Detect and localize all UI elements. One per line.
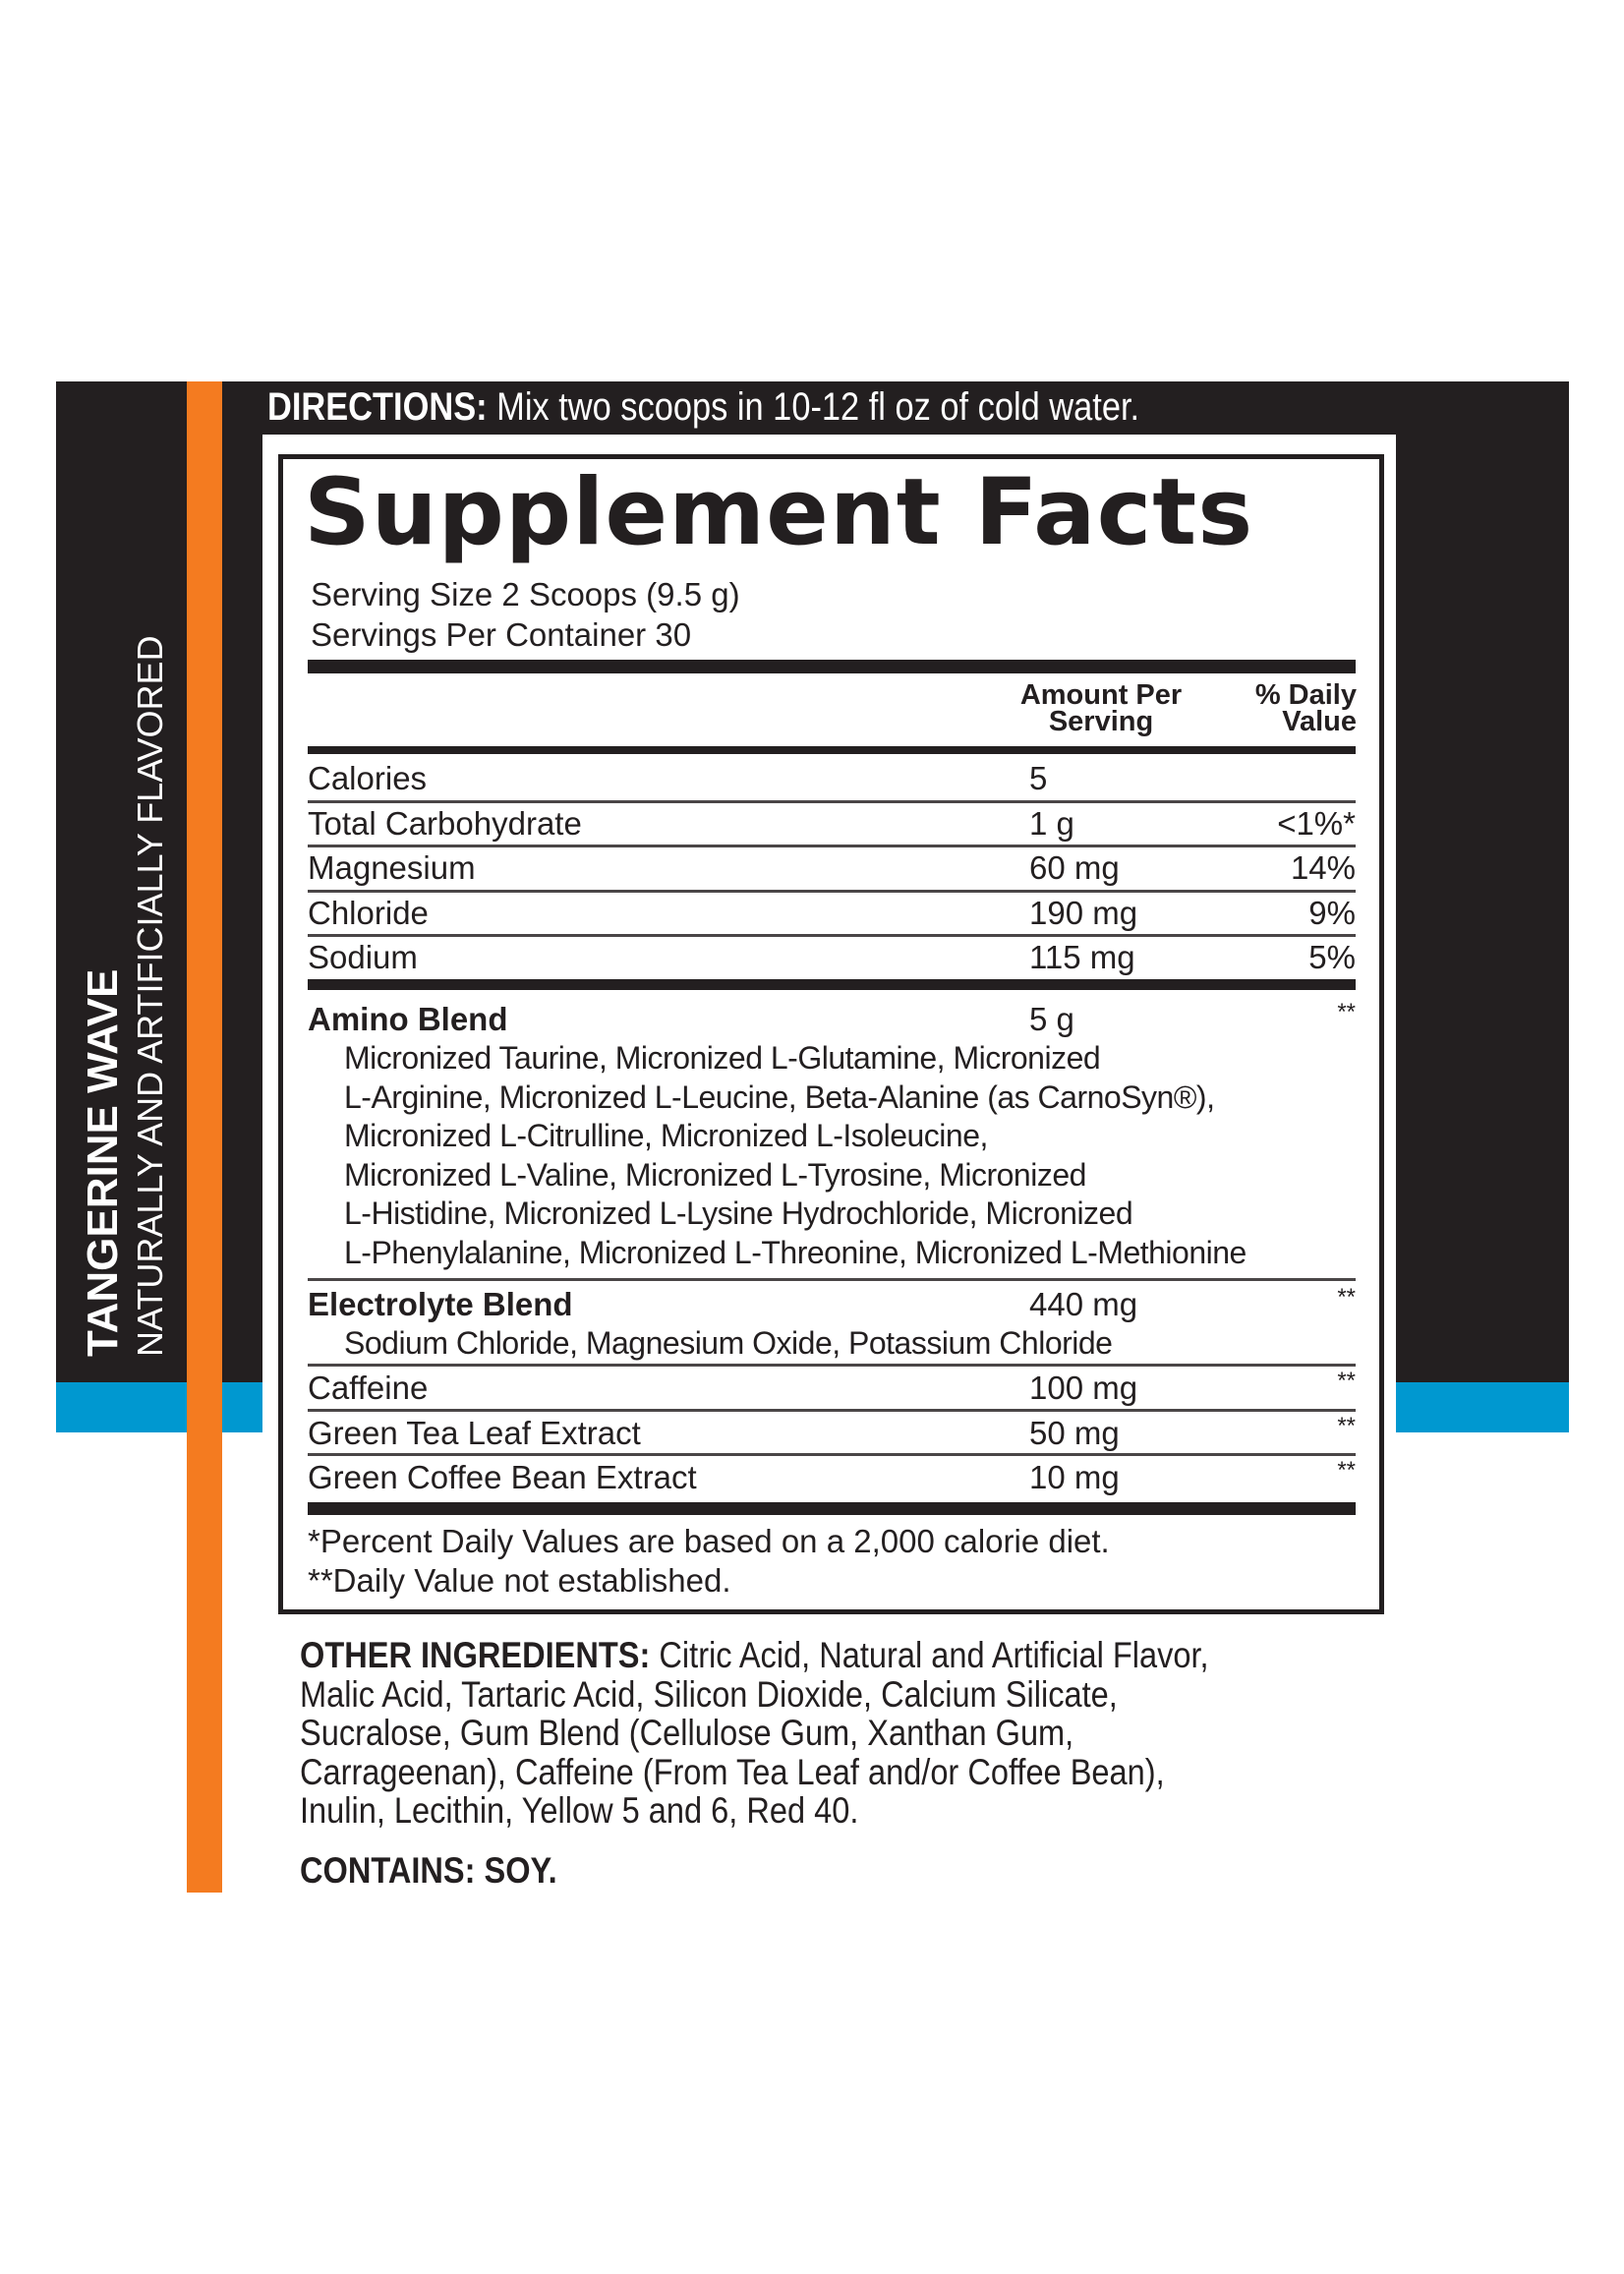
other-ingredients-line: Malic Acid, Tartaric Acid, Silicon Dioxi… (300, 1673, 1209, 1715)
other-ingredients-line: Inulin, Lecithin, Yellow 5 and 6, Red 40… (300, 1791, 1209, 1831)
white-panel (262, 435, 1396, 2274)
nutrient-amount: 60 mg (1029, 849, 1120, 886)
nutrient-dv: ** (1337, 1284, 1356, 1311)
footnote-not-established: **Daily Value not established. (308, 1562, 731, 1599)
divider-thin (308, 889, 1356, 893)
divider-thin (308, 934, 1356, 937)
amount-header-1: Amount Per (1019, 679, 1183, 711)
nutrient-row: Magnesium 60 mg 14% (308, 846, 1356, 890)
divider-thin (308, 1278, 1356, 1281)
blue-stripe-right (1396, 1382, 1569, 1432)
contains-allergen: CONTAINS: SOY. (300, 1850, 557, 1891)
divider-thin (308, 1453, 1356, 1456)
dv-header-1: % Daily (1254, 679, 1357, 711)
divider-thin (308, 845, 1356, 847)
nutrient-amount: 1 g (1029, 804, 1074, 842)
other-ingredients-line: Sucralose, Gum Blend (Cellulose Gum, Xan… (300, 1714, 1209, 1753)
dv-header: % Daily Value (1229, 679, 1357, 737)
nutrient-amount: 190 mg (1029, 894, 1138, 931)
nutrient-name: Amino Blend (308, 1001, 508, 1037)
electrolyte-ingredients: Sodium Chloride, Magnesium Oxide, Potass… (344, 1325, 1113, 1361)
footnote-dv: *Percent Daily Values are based on a 2,0… (308, 1523, 1110, 1559)
amino-ingredient-line: Micronized L-Citrulline, Micronized L-Is… (344, 1118, 988, 1153)
nutrient-dv: ** (1337, 1368, 1356, 1394)
nutrient-name: Caffeine (308, 1370, 429, 1406)
other-ingredients-text: Malic Acid, Tartaric Acid, Silicon Dioxi… (300, 1673, 1118, 1715)
nutrient-amount: 10 mg (1029, 1459, 1120, 1495)
directions: DIRECTIONS: Mix two scoops in 10-12 fl o… (267, 383, 1139, 431)
nutrient-dv: ** (1337, 999, 1356, 1025)
facts-box (278, 454, 1384, 1614)
servings-per-container: Servings Per Container 30 (311, 616, 692, 653)
orange-stripe (187, 381, 222, 1893)
nutrient-amount: 5 (1029, 760, 1048, 796)
nutrient-row: Caffeine 100 mg ** (308, 1367, 1356, 1410)
nutrient-row: Chloride 190 mg 9% (308, 892, 1356, 935)
nutrient-dv: 5% (1308, 939, 1356, 975)
serving-size: Serving Size 2 Scoops (9.5 g) (311, 576, 740, 612)
directions-text: Mix two scoops in 10-12 fl oz of cold wa… (487, 385, 1140, 429)
nutrient-row: Green Tea Leaf Extract 50 mg ** (308, 1412, 1356, 1455)
amino-ingredient-line: Micronized L-Valine, Micronized L-Tyrosi… (344, 1156, 1086, 1193)
nutrient-dv: 9% (1308, 894, 1356, 931)
nutrient-row: Sodium 115 mg 5% (308, 936, 1356, 979)
nutrient-name: Green Coffee Bean Extract (308, 1459, 697, 1495)
nutrient-row: Total Carbohydrate 1 g <1%* (308, 802, 1356, 845)
amino-ingredient-line: L-Phenylalanine, Micronized L-Threonine,… (344, 1234, 1247, 1270)
nutrient-name: Total Carbohydrate (308, 804, 582, 842)
divider-medium (308, 746, 1356, 754)
nutrient-amount: 100 mg (1029, 1370, 1138, 1406)
amount-header-2: Serving (1048, 706, 1154, 737)
nutrient-dv: ** (1337, 1457, 1356, 1484)
directions-label: DIRECTIONS: (267, 385, 488, 429)
nutrient-name: Sodium (308, 939, 418, 975)
other-ingredients-text: Citric Acid, Natural and Artificial Flav… (650, 1635, 1209, 1675)
nutrient-amount: 115 mg (1029, 939, 1135, 975)
divider-thick (308, 660, 1356, 673)
nutrient-name: Electrolyte Blend (308, 1286, 573, 1322)
other-ingredients-line: Carrageenan), Caffeine (From Tea Leaf an… (300, 1751, 1209, 1792)
divider-thick (308, 979, 1356, 990)
amino-blend-row: Amino Blend 5 g ** (308, 998, 1356, 1041)
facts-title: Supplement Facts (304, 459, 1254, 566)
nutrient-name: Chloride (308, 894, 429, 931)
nutrient-name: Green Tea Leaf Extract (308, 1414, 641, 1451)
nutrient-amount: 440 mg (1029, 1286, 1138, 1322)
flavor-note: NATURALLY AND ARTIFICIALLY FLAVORED (130, 635, 170, 1357)
flavor-name: TANGERINE WAVE (79, 968, 127, 1357)
other-ingredients-text: Sucralose, Gum Blend (Cellulose Gum, Xan… (300, 1713, 1074, 1753)
other-ingredients-label: OTHER INGREDIENTS: (300, 1635, 651, 1675)
nutrient-row: Green Coffee Bean Extract 10 mg ** (308, 1456, 1356, 1499)
amino-ingredient-line: L-Histidine, Micronized L-Lysine Hydroch… (344, 1195, 1133, 1231)
nutrient-dv: ** (1337, 1412, 1356, 1439)
divider-thin (308, 799, 1356, 803)
amount-header: Amount Per Serving (993, 679, 1209, 737)
nutrient-dv: 14% (1290, 849, 1356, 886)
amino-ingredient-line: L-Arginine, Micronized L-Leucine, Beta-A… (344, 1079, 1215, 1115)
blue-stripe-left (56, 1382, 262, 1432)
divider-thin (308, 1408, 1356, 1412)
divider-thin (308, 1364, 1356, 1367)
other-ingredients-text: Inulin, Lecithin, Yellow 5 and 6, Red 40… (300, 1790, 859, 1831)
nutrient-amount: 5 g (1029, 1001, 1074, 1037)
dv-header-2: Value (1282, 706, 1357, 737)
nutrient-name: Calories (308, 760, 428, 796)
other-ingredients: OTHER INGREDIENTS: Citric Acid, Natural … (300, 1636, 1209, 1831)
divider-thick (308, 1502, 1356, 1515)
electrolyte-blend-row: Electrolyte Blend 440 mg ** (308, 1283, 1356, 1326)
nutrient-row: Calories 5 (308, 757, 1356, 800)
amino-ingredient-line: Micronized Taurine, Micronized L-Glutami… (344, 1040, 1101, 1076)
nutrient-name: Magnesium (308, 849, 476, 886)
nutrient-amount: 50 mg (1029, 1414, 1120, 1451)
nutrient-dv: <1%* (1277, 804, 1356, 842)
other-ingredients-text: Carrageenan), Caffeine (From Tea Leaf an… (300, 1751, 1165, 1792)
flavor-side-text: TANGERINE WAVE NATURALLY AND ARTIFICIALL… (79, 551, 173, 1357)
other-ingredients-line: OTHER INGREDIENTS: Citric Acid, Natural … (300, 1636, 1209, 1675)
